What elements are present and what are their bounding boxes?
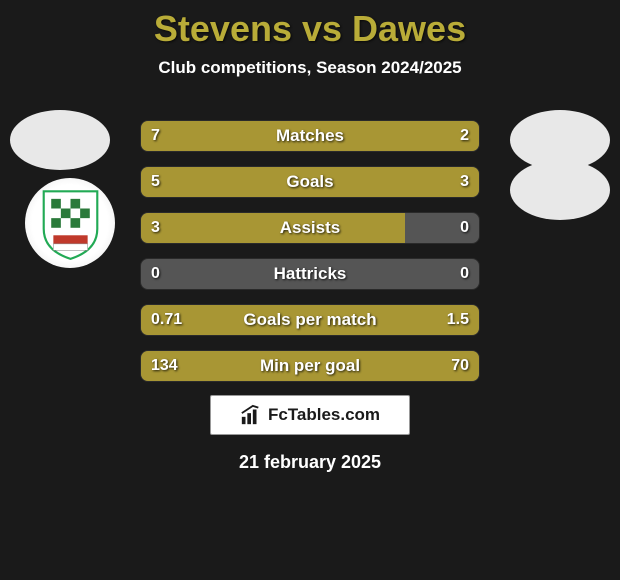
stat-row: 0.71 1.5 Goals per match bbox=[140, 304, 480, 336]
footer-date: 21 february 2025 bbox=[0, 452, 620, 473]
stat-label: Goals per match bbox=[141, 305, 479, 335]
stat-row: 5 3 Goals bbox=[140, 166, 480, 198]
page-subtitle: Club competitions, Season 2024/2025 bbox=[0, 58, 620, 78]
stat-row: 134 70 Min per goal bbox=[140, 350, 480, 382]
stats-container: 7 2 Matches 5 3 Goals 3 0 Assists 0 0 Ha… bbox=[140, 120, 480, 396]
stat-row: 3 0 Assists bbox=[140, 212, 480, 244]
page-title: Stevens vs Dawes bbox=[0, 0, 620, 50]
stat-label: Min per goal bbox=[141, 351, 479, 381]
stat-row: 7 2 Matches bbox=[140, 120, 480, 152]
chart-icon bbox=[240, 404, 262, 426]
stat-label: Goals bbox=[141, 167, 479, 197]
player-left-avatar bbox=[10, 110, 110, 170]
club-left-crest bbox=[25, 178, 115, 268]
brand-logo[interactable]: FcTables.com bbox=[210, 395, 410, 435]
stat-row: 0 0 Hattricks bbox=[140, 258, 480, 290]
club-right-avatar bbox=[510, 160, 610, 220]
stat-label: Assists bbox=[141, 213, 479, 243]
stat-label: Hattricks bbox=[141, 259, 479, 289]
stat-label: Matches bbox=[141, 121, 479, 151]
brand-text: FcTables.com bbox=[268, 405, 380, 425]
